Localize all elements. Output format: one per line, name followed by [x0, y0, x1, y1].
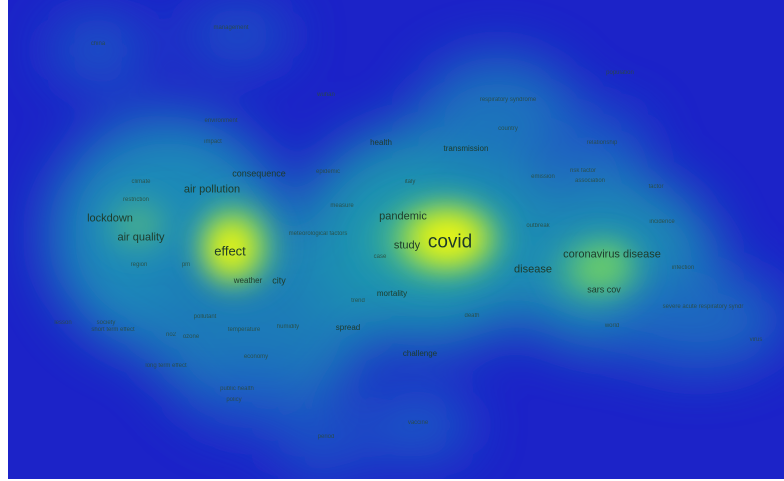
term-label: environment [204, 118, 238, 124]
density-shoulder [93, 185, 183, 265]
term-label: factor [648, 184, 664, 190]
term-label: pm [181, 262, 191, 268]
term-label: outbreak [526, 223, 550, 229]
term-label: association [574, 178, 606, 184]
density-peak-effect [197, 208, 265, 288]
term-label: city [272, 275, 286, 286]
density-field [418, 55, 578, 175]
term-label: public health [220, 386, 254, 392]
term-label: management [213, 25, 249, 31]
term-label: short term effect [91, 327, 135, 333]
term-label: study [393, 239, 421, 252]
density-field [183, 5, 293, 65]
term-label: relationship [586, 140, 618, 146]
term-label: spread [335, 323, 361, 332]
term-label: lesson [54, 320, 72, 326]
density-peak-covid [393, 200, 503, 276]
term-label: challenge [402, 349, 438, 358]
term-label: covid [427, 231, 473, 253]
term-label: italy [404, 179, 416, 185]
density-field [278, 415, 368, 475]
term-label: period [317, 434, 335, 440]
density-field [548, 110, 648, 170]
term-label: coronavirus disease [563, 248, 661, 261]
term-label: humidity [276, 324, 300, 330]
term-label: climate [131, 179, 151, 185]
term-label: china [90, 41, 106, 47]
term-label: sars cov [587, 284, 621, 295]
term-label: severe acute respiratory syndr [662, 304, 744, 310]
term-label: air pollution [183, 183, 241, 196]
term-label: incidence [649, 219, 675, 225]
term-label: policy [226, 397, 242, 403]
term-label: pandemic [379, 210, 427, 223]
term-label: air quality [117, 231, 165, 244]
term-label: long term effect [145, 363, 187, 369]
term-label: wuhan [317, 92, 335, 98]
term-label: temperature [227, 327, 261, 333]
term-label: emission [531, 174, 555, 180]
density-field [48, 15, 148, 85]
term-label: trend [351, 298, 365, 304]
term-label: respiratory syndrome [479, 97, 537, 103]
density-heat-layer [48, 5, 784, 475]
term-label: region [130, 262, 148, 268]
term-label: ozone [182, 334, 200, 340]
term-label: transmission [443, 144, 489, 153]
term-label: vaccine [407, 420, 429, 426]
term-label: economy [243, 354, 269, 360]
term-label: meteorological factors [288, 231, 348, 237]
density-map: covid effect coronavirus disease pandemi… [8, 0, 784, 479]
term-label: risk factor [569, 168, 597, 174]
term-label: world [604, 323, 620, 329]
term-label: effect [214, 243, 246, 259]
term-label: population [606, 70, 634, 76]
term-label: country [498, 126, 518, 132]
term-label: restriction [122, 197, 150, 203]
term-label: virus [749, 337, 763, 343]
term-label: case [373, 254, 387, 260]
density-field [363, 390, 473, 460]
term-label: impact [204, 139, 222, 145]
term-label: measure [330, 203, 354, 209]
term-label: society [96, 320, 116, 326]
term-label: infection [671, 265, 695, 271]
term-label: death [464, 313, 480, 319]
term-label: disease [514, 263, 552, 276]
density-field [608, 270, 784, 370]
density-peak-coronavirus [580, 238, 636, 286]
term-label: mortality [376, 289, 408, 298]
term-label: weather [233, 276, 263, 285]
term-label: lockdown [87, 212, 133, 225]
term-label: epidemic [315, 169, 341, 175]
density-field [188, 370, 308, 430]
term-label: consequence [232, 168, 286, 179]
term-label: pollutant [193, 314, 217, 320]
term-label: no2 [165, 332, 177, 338]
term-label: health [370, 138, 392, 147]
